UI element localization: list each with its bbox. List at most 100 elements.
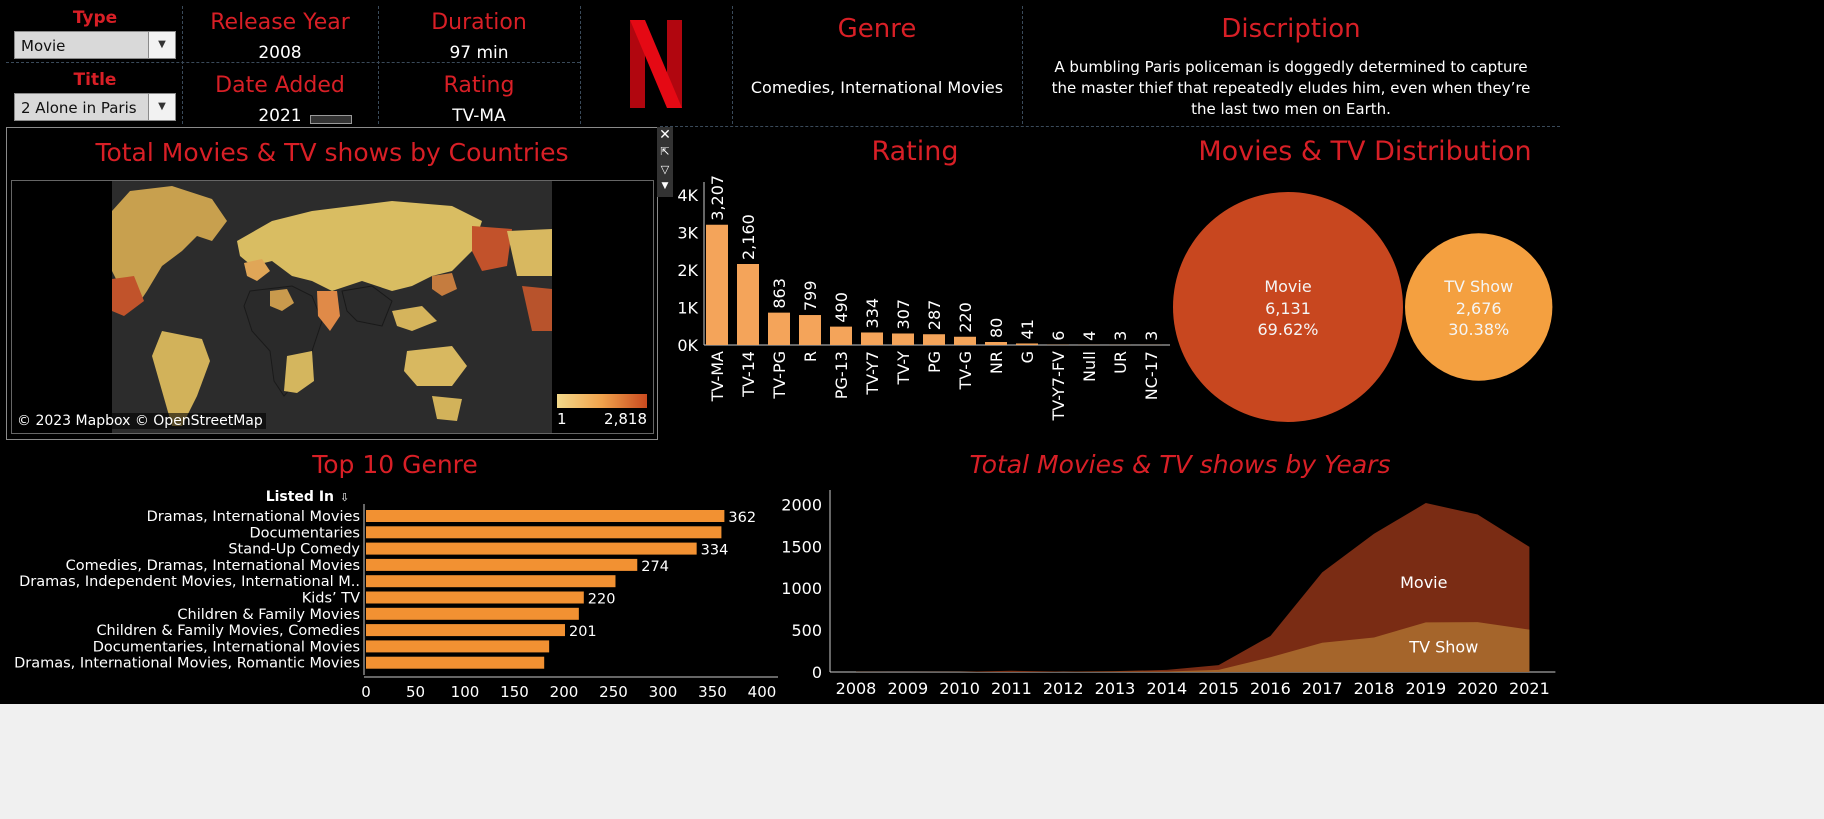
rating-bar [1016,343,1038,345]
x-tick-label: 400 [748,683,777,701]
y-tick-label: 2000 [781,495,822,514]
category-label: TV-G [956,351,975,391]
x-tick-label: 100 [451,683,480,701]
years-chart: 0 500 1000 1500 2000 2008 2009 2010 2011 2012 2013… [781,490,1556,698]
x-tick-label: 300 [649,683,678,701]
type-label: Type [72,8,118,28]
bar-value-label: 201 [569,624,597,640]
x-tick-label: 150 [500,683,529,701]
chevron-down-icon[interactable]: ▼ [148,94,175,120]
netflix-logo [630,20,682,108]
date-added-label: Date Added [215,73,345,98]
map-view[interactable]: © 2023 Mapbox © OpenStreetMap 1 2,818 [11,180,654,434]
rating-bar [768,312,790,345]
x-tick-label: 2013 [1095,679,1136,698]
y-tick-label: 500 [791,621,822,640]
legend-max: 2,818 [604,410,647,428]
description-label: Discription [1221,14,1361,44]
genre-value: Comedies, International Movies [750,78,1004,97]
y-tick-label: 3K [677,224,698,243]
release-year-label: Release Year [210,10,350,35]
bubble-value: 2,676 [1456,299,1502,318]
duration-value: 97 min [449,43,509,63]
rating-label: Rating [443,73,515,98]
category-label: R [801,351,820,362]
bar-value-label: 3,207 [708,175,727,221]
y-tick-label: 0K [677,336,698,355]
filter-icon[interactable]: ▽ [660,163,670,176]
bar-value-label: 334 [863,298,882,329]
resize-handle[interactable] [310,115,352,124]
legend-min: 1 [557,410,567,428]
tvshow-area [856,622,1530,672]
sort-icon: ⇩ [340,491,349,504]
category-label: NR [987,351,1006,374]
x-tick-label: 2012 [1043,679,1084,698]
rating-bar [737,264,759,345]
distribution-title: Movies & TV Distribution [1198,136,1532,167]
y-tick-label: 1K [677,299,698,318]
map-toolbar: ✕ ⇱ ▽ ▼ [657,127,673,197]
bubble-name: Movie [1264,277,1311,296]
category-label: TV-MA [708,351,727,402]
title-select-value: 2 Alone in Paris [21,99,137,117]
duration-label: Duration [431,10,527,35]
bar-value-label: 80 [987,318,1006,338]
bar-value-label: 287 [925,300,944,331]
rating-bar [861,332,883,345]
type-select[interactable]: Movie ▼ [14,31,176,59]
rating-chart-title: Rating [871,136,959,167]
bar-value-label: 799 [801,280,820,311]
x-tick-label: 0 [361,683,371,701]
bar-value-label: 307 [894,299,913,330]
x-tick-label: 2017 [1302,679,1343,698]
genre-label: Stand-Up Comedy [228,542,360,558]
bottom-scrollbar[interactable] [0,704,1824,819]
rating-bar [954,336,976,345]
series-label-tvshow: TV Show [1408,638,1478,657]
release-year-value: 2008 [258,43,302,63]
genre-label: Kids’ TV [302,591,360,607]
bar-value-label: 362 [728,510,756,526]
x-tick-label: 2018 [1354,679,1395,698]
popout-icon[interactable]: ⇱ [660,145,670,158]
genre-bar [366,591,584,604]
bubble-percent: 69.62% [1257,320,1318,339]
x-tick-label: 2016 [1250,679,1291,698]
bar-value-label: 3 [1142,331,1161,341]
genre-label: Dramas, Independent Movies, Internationa… [19,574,360,590]
bar-value-label: 3 [1111,331,1130,341]
bubble-value: 6,131 [1265,299,1311,318]
genre-chart-title: Top 10 Genre [312,450,478,479]
movie-bubble [1173,192,1403,422]
category-label: TV-14 [739,351,758,398]
x-tick-label: 2009 [887,679,928,698]
x-tick-label: 350 [698,683,727,701]
chevron-down-icon[interactable]: ▼ [148,32,175,58]
bubble-name: TV Show [1443,277,1513,296]
title-label: Title [73,70,117,90]
x-tick-label: 2019 [1405,679,1446,698]
rating-bar [799,315,821,345]
genre-bar [366,607,579,620]
more-options-icon[interactable]: ▼ [661,181,669,191]
x-tick-label: 200 [550,683,579,701]
world-map[interactable] [12,181,653,433]
bar-value-label: 220 [588,592,616,608]
close-icon[interactable]: ✕ [659,127,671,143]
category-label: UR [1111,351,1130,374]
rating-bar [706,224,728,345]
bar-value-label: 2,160 [739,214,758,260]
genre-bar [366,640,550,653]
category-label: TV-Y [894,351,913,386]
genre-label: Children & Family Movies, Comedies [96,623,360,639]
y-tick-label: 4K [677,186,698,205]
genre-bar [366,542,697,555]
category-label: TV-Y7-FV [1049,351,1068,422]
bar-value-label: 334 [701,543,729,559]
title-select[interactable]: 2 Alone in Paris ▼ [14,93,176,121]
x-tick-label: 2008 [836,679,877,698]
bar-value-label: 220 [956,302,975,333]
category-label: PG [925,351,944,373]
rating-chart: 0K 1K 2K 3K 4K 3,207 TV-MA 2,160 TV-14 863 TV-PG 79… [677,175,1170,422]
